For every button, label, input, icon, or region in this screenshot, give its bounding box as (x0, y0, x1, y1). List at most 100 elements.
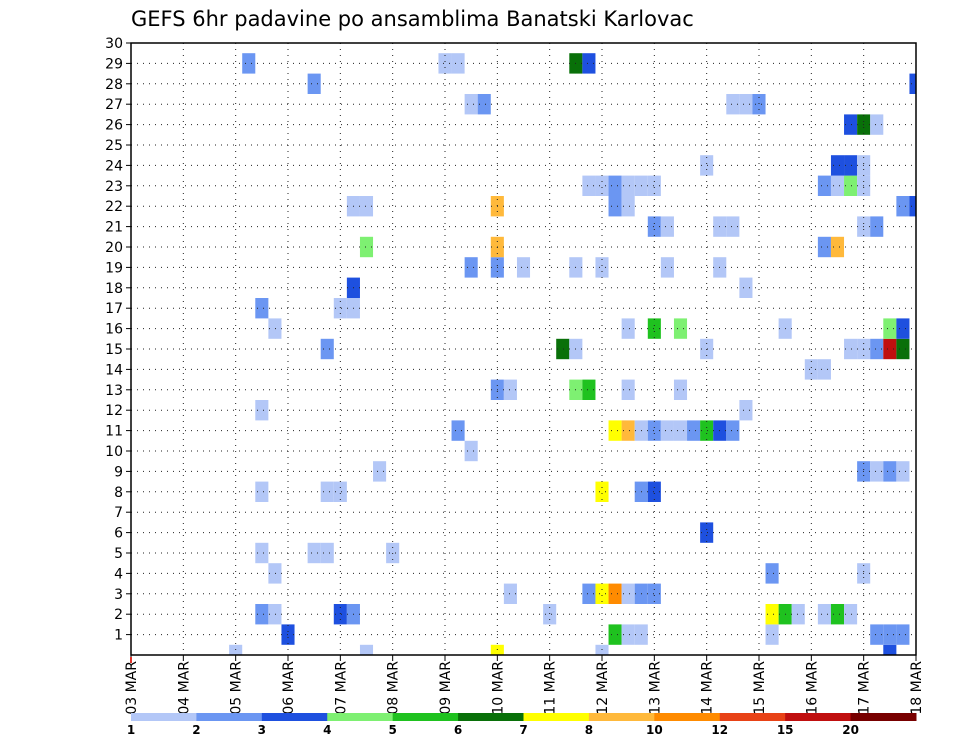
data-cell (791, 604, 805, 625)
y-tick-label: 18 (105, 281, 123, 297)
colorbar-label: 15 (777, 723, 794, 737)
data-cell (896, 338, 910, 360)
data-cell (255, 400, 269, 421)
y-tick-label: 30 (105, 36, 123, 52)
colorbar-label: 12 (711, 723, 728, 737)
data-cell (896, 196, 910, 217)
y-axis: 1234567891011121314151617181920212223242… (105, 36, 131, 644)
data-cell (621, 379, 635, 400)
chart-title: GEFS 6hr padavine po ansamblima Banatski… (131, 7, 694, 31)
data-cell (817, 604, 831, 625)
data-cell (700, 522, 714, 543)
data-cell (268, 604, 282, 625)
data-cell (242, 53, 256, 74)
data-cell (870, 338, 884, 360)
data-cell (726, 420, 740, 441)
data-cell (516, 257, 531, 278)
data-cell (359, 196, 374, 217)
data-cell (582, 53, 596, 74)
data-cell (844, 175, 858, 196)
data-cell (700, 420, 714, 441)
x-tick-label: 12 MAR (595, 661, 611, 715)
colorbar-label: 2 (192, 723, 200, 737)
y-tick-label: 27 (105, 97, 123, 113)
y-tick-label: 13 (105, 383, 123, 399)
x-tick-label: 17 MAR (857, 661, 873, 715)
data-cell (883, 318, 897, 339)
plot-frame (130, 42, 917, 656)
colorbar-label: 5 (388, 723, 396, 737)
data-cell (804, 359, 818, 380)
data-cell (621, 196, 635, 217)
data-cell (700, 155, 714, 176)
data-cell (320, 542, 334, 564)
data-cell (660, 257, 674, 278)
data-cell (255, 481, 269, 502)
data-cell (844, 155, 858, 176)
data-cell (543, 604, 557, 625)
data-cell (582, 175, 596, 196)
data-cell (765, 604, 779, 625)
y-tick-label: 24 (105, 158, 123, 174)
x-tick-label: 14 MAR (700, 661, 716, 715)
data-cell (464, 94, 478, 115)
y-tick-label: 9 (114, 464, 123, 480)
y-tick-label: 1 (114, 628, 123, 644)
data-cell (647, 175, 661, 196)
data-cell (595, 583, 609, 604)
data-cell (896, 461, 910, 482)
data-cell (883, 644, 897, 655)
data-cell (621, 583, 635, 604)
grid-lines (131, 43, 916, 655)
x-tick-label: 09 MAR (438, 661, 454, 715)
y-tick-label: 4 (114, 566, 123, 582)
data-cell (621, 420, 635, 441)
data-cell (268, 563, 282, 584)
data-cell (883, 338, 897, 360)
colorbar-swatch (458, 713, 524, 721)
data-cell (621, 624, 635, 645)
data-cell (830, 604, 845, 625)
colorbar-label: 1 (127, 723, 135, 737)
data-cell (451, 420, 465, 441)
y-tick-label: 19 (105, 260, 123, 276)
colorbar: 1 2 3 4 5 6 7 8 10 12 15 20 (127, 713, 917, 737)
colorbar-swatch (131, 713, 197, 721)
data-cell (608, 624, 622, 645)
data-cell (320, 338, 334, 360)
data-cell (844, 114, 858, 135)
colorbar-swatch (196, 713, 263, 721)
data-cell (255, 542, 269, 564)
colorbar-label: 10 (646, 723, 663, 737)
data-cell (896, 318, 910, 339)
colorbar-swatch (850, 713, 917, 721)
data-cell (870, 216, 884, 237)
data-cell (438, 53, 452, 74)
data-cell (647, 420, 661, 441)
y-tick-label: 23 (105, 179, 123, 195)
x-tick-label: 10 MAR (490, 661, 506, 715)
y-tick-label: 29 (105, 56, 123, 72)
data-cell (765, 563, 779, 584)
data-cell (595, 481, 609, 502)
data-cell (647, 583, 661, 604)
colorbar-label: 4 (323, 723, 331, 737)
data-cell (451, 53, 465, 74)
data-cell (673, 420, 688, 441)
data-cell (844, 604, 858, 625)
colorbar-label: 8 (585, 723, 593, 737)
data-cell (608, 175, 622, 196)
data-cell (477, 94, 491, 115)
data-cell (255, 298, 269, 319)
colorbar-swatch (785, 713, 852, 721)
data-cells (229, 53, 916, 655)
data-cell (320, 481, 334, 502)
y-tick-label: 26 (105, 118, 123, 134)
data-cell (870, 624, 884, 645)
data-cell (255, 604, 269, 625)
data-cell (817, 359, 831, 380)
x-tick-label: 11 MAR (543, 661, 559, 715)
data-cell (503, 583, 517, 604)
data-cell (687, 420, 701, 441)
data-cell (739, 277, 753, 298)
